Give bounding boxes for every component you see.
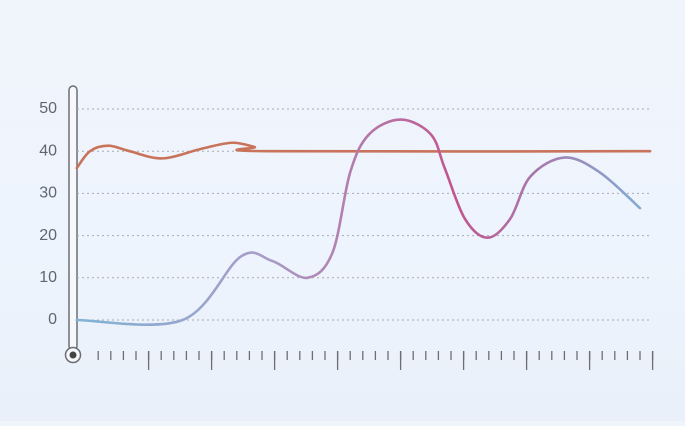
thermometer-dot <box>69 351 77 359</box>
y-tick-label: 20 <box>39 227 57 244</box>
y-tick-label: 0 <box>48 311 57 328</box>
data-line <box>75 118 642 326</box>
y-tick-label: 50 <box>39 100 57 117</box>
thermometer-stem <box>68 85 78 351</box>
y-tick-label: 30 <box>39 185 57 202</box>
y-tick-label: 10 <box>39 269 57 286</box>
data-line <box>75 141 652 170</box>
y-tick-label: 40 <box>39 142 57 159</box>
